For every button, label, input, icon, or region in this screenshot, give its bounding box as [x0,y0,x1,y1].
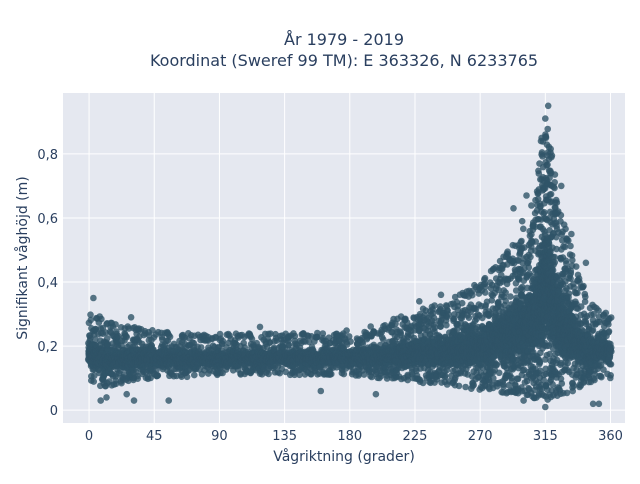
scatter-point [220,338,227,345]
scatter-point [504,248,511,255]
scatter-point [123,333,130,340]
scatter-point [328,371,335,378]
chart-title-line2: Koordinat (Sweref 99 TM): E 363326, N 62… [150,51,538,70]
scatter-point [98,316,105,323]
scatter-point [482,289,489,296]
scatter-point [518,238,525,245]
scatter-point [456,383,463,390]
scatter-point [469,292,476,299]
scatter-point [112,321,119,328]
scatter-point [466,314,473,321]
scatter-point [380,336,387,343]
scatter-point [520,226,527,233]
scatter-point [496,370,503,377]
scatter-point [184,374,191,381]
scatter-point [343,327,350,334]
scatter-point [469,383,476,390]
scatter-point [459,300,466,307]
scatter-point [527,254,534,261]
scatter-point [430,310,437,317]
scatter-point [402,316,409,323]
scatter-point [500,381,507,388]
scatter-point [341,371,348,378]
scatter-point [191,372,198,379]
scatter-point [198,344,205,351]
scatter-point [437,323,444,330]
scatter-point [462,384,469,391]
scatter-point [482,284,489,291]
scatter-point [431,302,438,309]
scatter-point [167,334,174,341]
scatter-point [526,264,533,271]
scatter-point [507,293,514,300]
scatter-point [104,335,111,342]
scatter-point [493,361,500,368]
scatter-point [347,338,354,345]
scatter-point [240,340,247,347]
chart-title-line1: År 1979 - 2019 [284,30,404,49]
scatter-point [443,322,450,329]
scatter-point [155,372,162,379]
scatter-point [90,378,97,385]
